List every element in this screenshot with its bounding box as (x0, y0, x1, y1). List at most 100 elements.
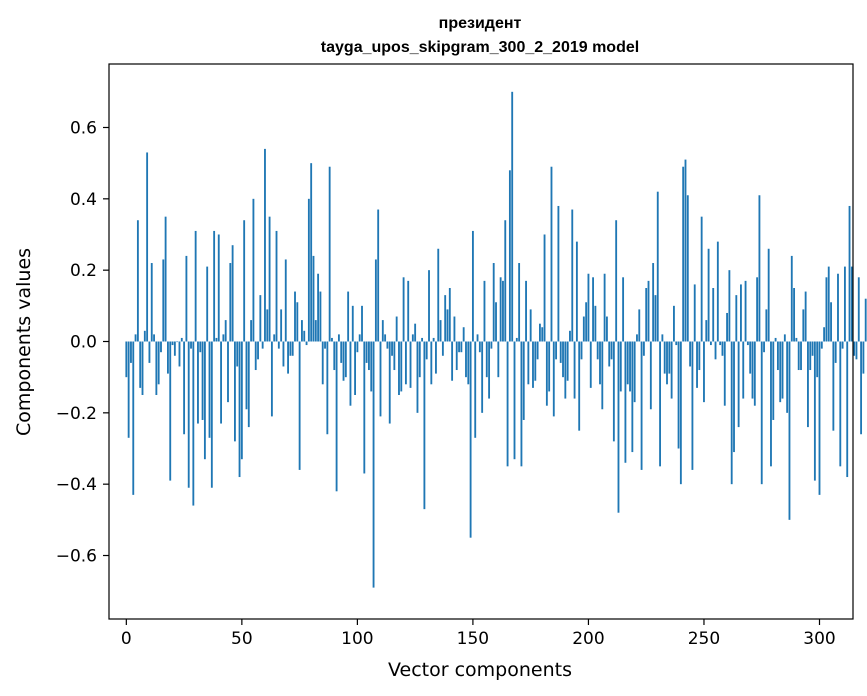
bar-157 (488, 341, 491, 399)
bar-217 (626, 341, 629, 385)
bar-285 (783, 334, 786, 342)
x-tick-label: 150 (457, 629, 489, 649)
bar-126 (416, 341, 419, 413)
x-tick-label: 250 (688, 629, 720, 649)
bar-223 (640, 341, 643, 470)
bar-120 (402, 277, 405, 342)
bar-94 (342, 341, 345, 381)
bar-230 (656, 191, 659, 342)
bar-68 (282, 341, 285, 367)
bar-137 (441, 341, 444, 356)
bar-248 (698, 341, 701, 371)
bar-133 (432, 337, 435, 342)
bar-215 (622, 277, 625, 342)
bar-107 (372, 341, 375, 588)
bar-96 (347, 291, 350, 342)
bar-237 (673, 305, 675, 342)
bar-250 (703, 341, 705, 403)
bar-218 (629, 341, 631, 392)
bar-303 (825, 277, 828, 342)
bar-9 (146, 152, 149, 342)
bar-234 (666, 341, 668, 385)
bar-41 (220, 341, 222, 424)
bar-71 (289, 341, 292, 356)
bar-128 (421, 337, 424, 342)
bar-113 (386, 341, 389, 349)
bar-228 (652, 263, 655, 342)
bar-251 (705, 320, 708, 342)
bar-196 (578, 341, 581, 431)
bar-31 (197, 341, 199, 424)
bar-7 (141, 341, 144, 395)
bar-151 (474, 341, 477, 438)
bar-301 (820, 341, 823, 349)
bar-110 (379, 341, 382, 417)
bar-131 (428, 270, 430, 342)
bar-306 (832, 341, 835, 431)
bar-58 (259, 295, 262, 342)
bar-315 (853, 341, 856, 356)
bar-258 (721, 341, 724, 356)
bar-130 (425, 341, 428, 360)
bar-155 (483, 280, 486, 342)
bar-72 (291, 341, 294, 356)
bar-189 (562, 341, 564, 378)
y-tick-label: 0.4 (70, 190, 97, 210)
bar-300 (818, 341, 821, 495)
bar-257 (719, 341, 722, 346)
bar-116 (393, 341, 396, 371)
bar-11 (150, 263, 153, 342)
bar-188 (559, 341, 562, 363)
bar-56 (254, 341, 257, 371)
bar-103 (363, 341, 366, 474)
bar-42 (222, 334, 225, 342)
bar-158 (490, 341, 493, 349)
bar-276 (763, 341, 765, 353)
bar-235 (668, 341, 671, 374)
bar-84 (319, 291, 322, 342)
bar-247 (696, 341, 698, 388)
bar-318 (860, 341, 863, 435)
x-tick-label: 200 (572, 629, 604, 649)
bar-313 (848, 205, 851, 342)
bar-33 (201, 341, 204, 420)
bar-112 (384, 334, 387, 342)
bar-135 (437, 248, 440, 342)
bar-294 (804, 291, 807, 342)
bar-297 (811, 341, 814, 356)
bar-277 (765, 309, 768, 342)
bar-83 (317, 273, 320, 342)
bar-205 (599, 341, 601, 385)
bar-219 (631, 341, 634, 453)
bar-47 (234, 341, 236, 442)
bar-210 (610, 341, 613, 360)
y-tick-label: 0.2 (70, 261, 97, 281)
bar-169 (515, 337, 518, 342)
bar-53 (247, 341, 250, 428)
bar-244 (689, 341, 692, 367)
bar-296 (809, 341, 812, 371)
bar-268 (744, 280, 747, 342)
bar-280 (772, 341, 775, 420)
bar-15 (160, 341, 162, 353)
bar-225 (645, 288, 648, 342)
bar-146 (462, 327, 465, 342)
bar-74 (296, 302, 299, 342)
bar-240 (679, 341, 682, 485)
bar-182 (545, 341, 548, 406)
bar-245 (691, 341, 694, 470)
bar-105 (368, 341, 370, 371)
bar-272 (753, 341, 756, 406)
bar-30 (194, 230, 197, 342)
bar-307 (834, 341, 837, 363)
bar-17 (164, 216, 167, 342)
bar-199 (585, 302, 588, 342)
bar-147 (465, 341, 467, 378)
bar-63 (270, 341, 273, 417)
bar-252 (707, 248, 710, 342)
bar-10 (148, 341, 151, 363)
bar-23 (178, 341, 181, 367)
bar-141 (451, 341, 454, 381)
bar-92 (337, 334, 340, 342)
